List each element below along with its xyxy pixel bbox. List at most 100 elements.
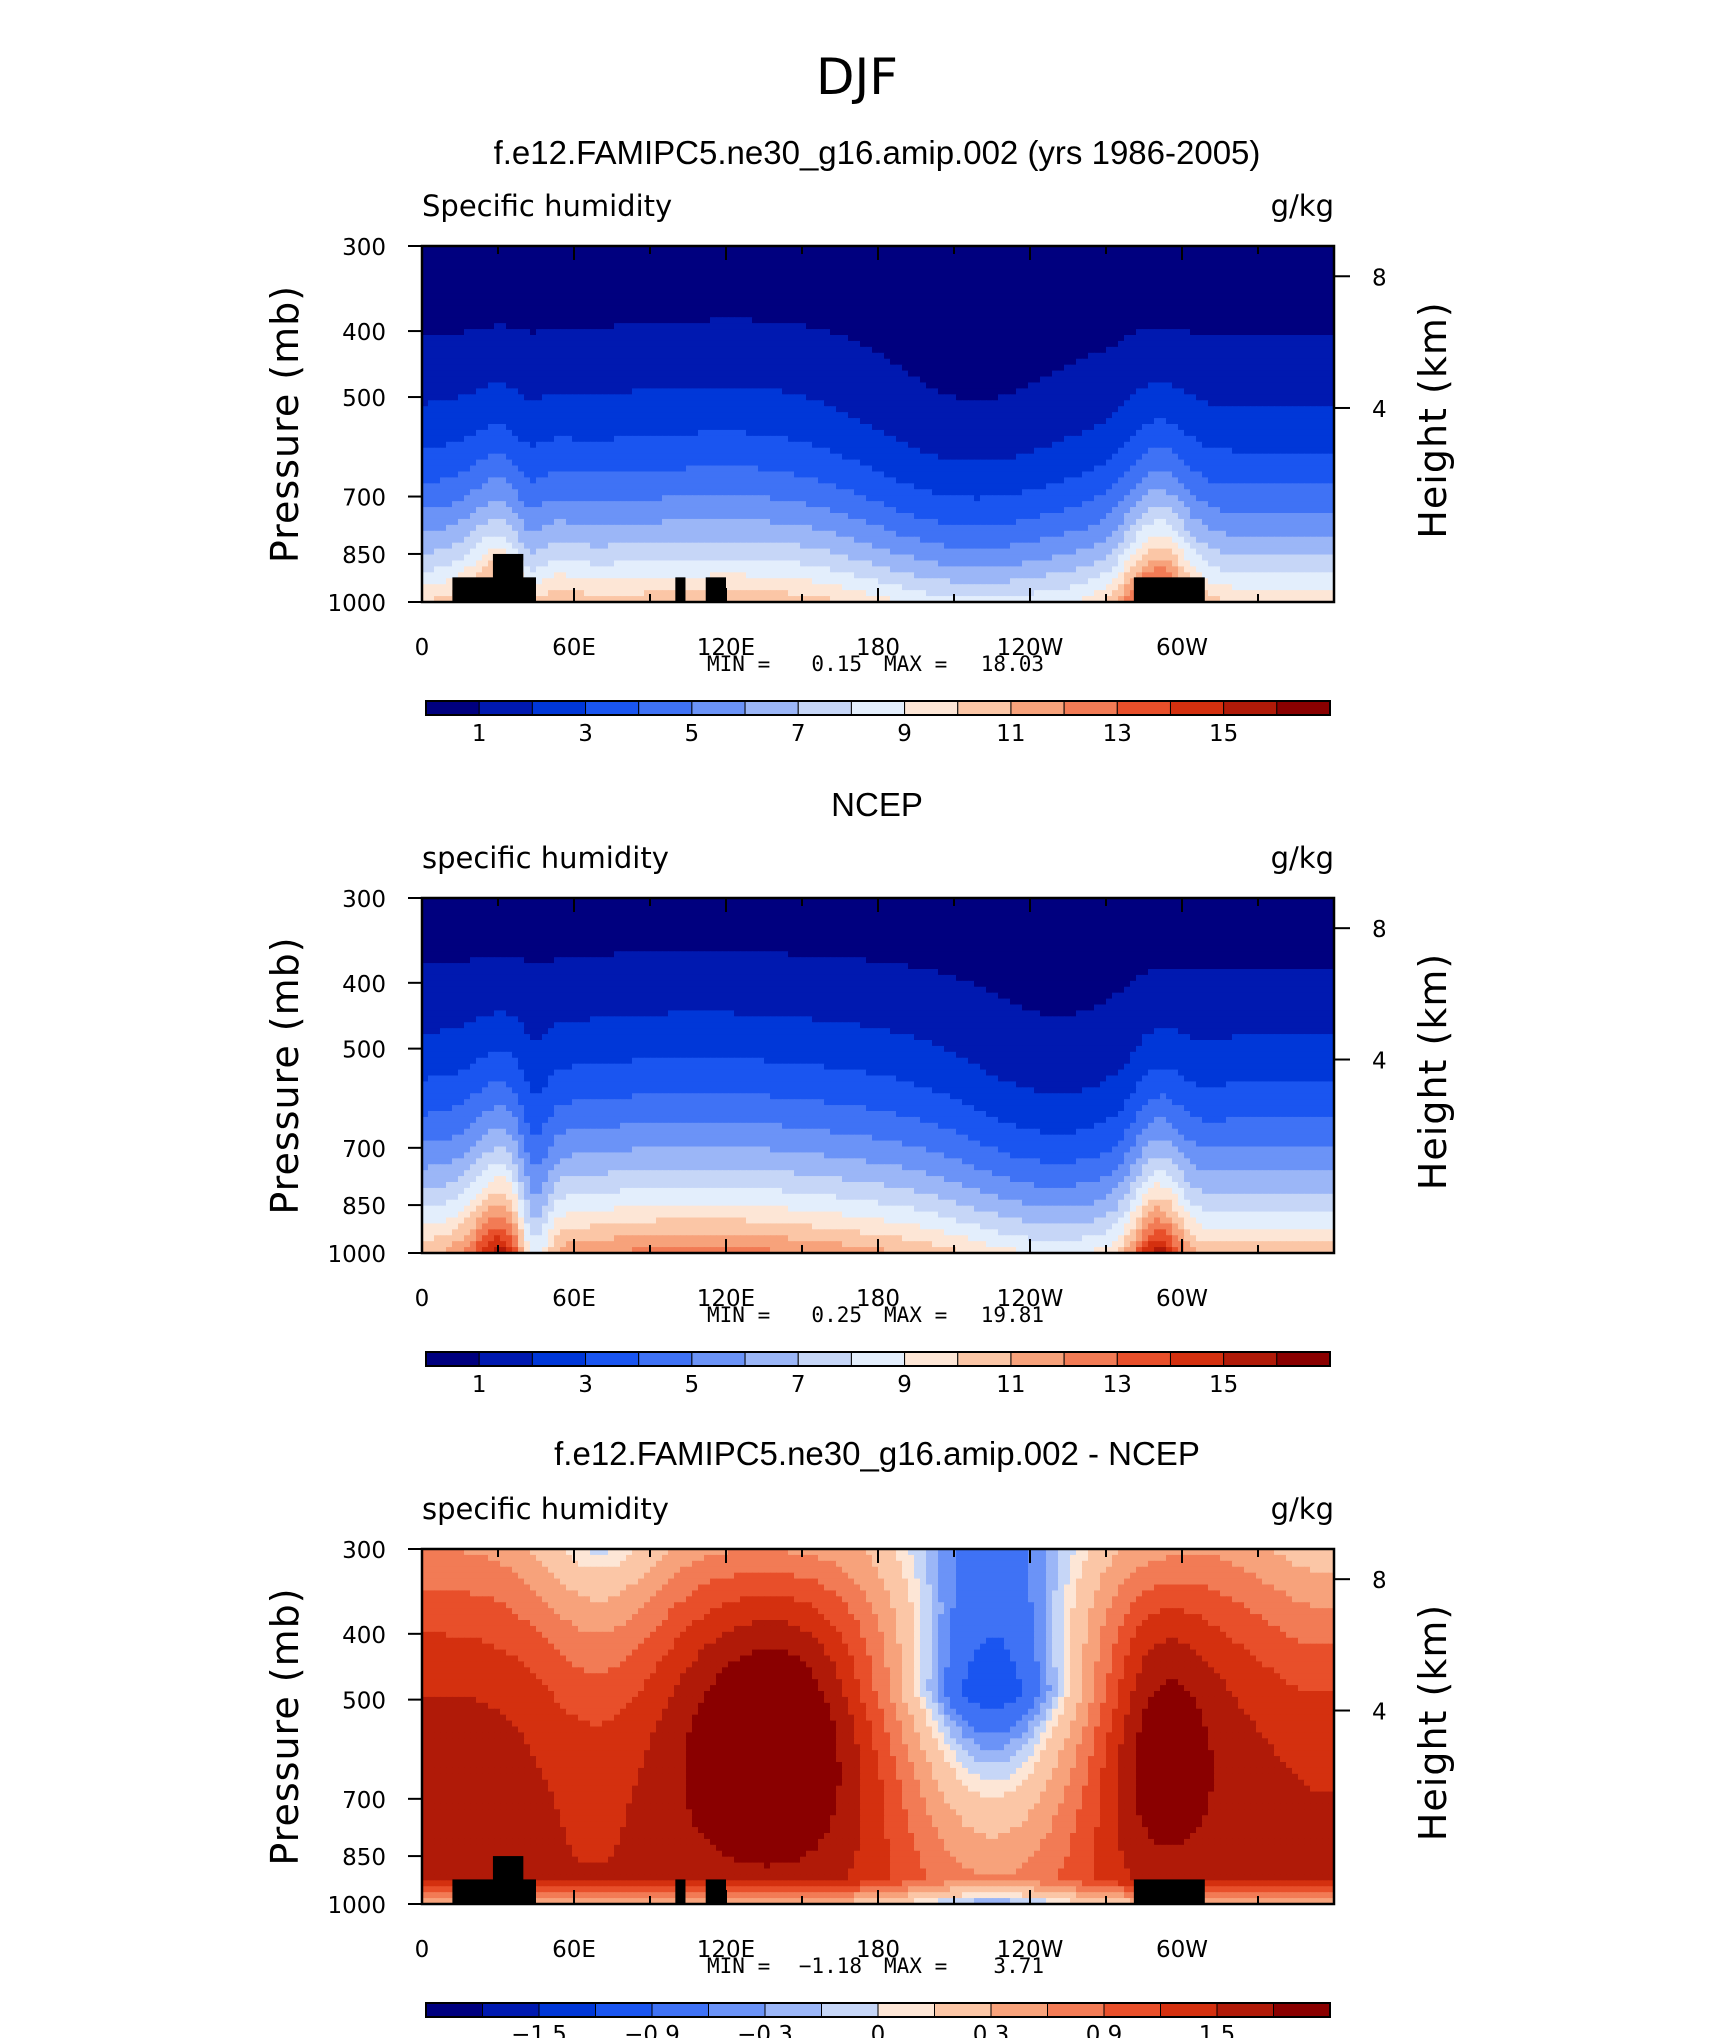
y-axis-label: Pressure (mb) xyxy=(263,1587,307,1865)
colorbar-label: 13 xyxy=(1103,1372,1132,1398)
y-tick-label: 850 xyxy=(342,543,386,569)
y-axis-right-label: Height (km) xyxy=(1411,1604,1455,1841)
colorbar-swatch xyxy=(479,701,532,715)
colorbar-swatch xyxy=(1117,1352,1170,1366)
colorbar-label: 11 xyxy=(996,1372,1025,1398)
colorbar-label: 7 xyxy=(791,721,806,747)
colorbar-swatch xyxy=(1170,701,1223,715)
colorbar-swatch xyxy=(1161,2003,1218,2017)
variable-label: specific humidity xyxy=(422,1492,669,1526)
colorbar-swatch xyxy=(745,701,798,715)
y-tick-label: 400 xyxy=(342,1623,386,1649)
contour-fill xyxy=(422,246,1335,603)
chart-panel-2: 0 60E 120E 180 120W 60W300400500700850100084N… xyxy=(263,786,1455,1398)
colorbar-label: 1 xyxy=(472,721,487,747)
x-tick-label: 0 xyxy=(415,635,430,661)
colorbar-label: 0 xyxy=(871,2022,886,2038)
topography-mask xyxy=(706,1879,726,1904)
stat-max-value: 19.81 xyxy=(981,1303,1044,1327)
colorbar-swatch xyxy=(851,701,904,715)
colorbar-swatch xyxy=(1104,2003,1161,2017)
y-tick-right-label: 8 xyxy=(1372,265,1387,291)
colorbar: 1 3 5 7 9 11 13 15 xyxy=(426,1352,1330,1398)
colorbar-label: 3 xyxy=(578,721,593,747)
y-tick-label: 300 xyxy=(342,1538,386,1564)
y-tick-label: 1000 xyxy=(327,1242,386,1268)
topography-mask xyxy=(1134,1879,1205,1904)
colorbar-swatch xyxy=(596,2003,653,2017)
colorbar-swatch xyxy=(639,1352,692,1366)
stat-max-value: 18.03 xyxy=(981,652,1044,676)
variable-label: specific humidity xyxy=(422,841,669,875)
stat-max-label: MAX = xyxy=(884,1303,947,1327)
colorbar-swatch xyxy=(639,701,692,715)
colorbar-label: 7 xyxy=(791,1372,806,1398)
colorbar-swatch xyxy=(483,2003,540,2017)
units-label: g/kg xyxy=(1271,841,1334,875)
colorbar-swatch xyxy=(958,1352,1011,1366)
y-tick-label: 500 xyxy=(342,1038,386,1064)
x-tick-label: 0 xyxy=(415,1286,430,1312)
x-tick-label: 60E xyxy=(552,1937,596,1963)
y-tick-right-label: 8 xyxy=(1372,1568,1387,1594)
colorbar-swatch xyxy=(798,701,851,715)
topography-mask xyxy=(518,577,536,602)
topography-mask xyxy=(518,1879,536,1904)
chart-panel-1: 0 60E 120E 180 120W 60W300400500700850100084f… xyxy=(263,134,1455,747)
colorbar: −1.5 −0.9 −0.3 0 0.3 0.9 1.5 xyxy=(426,2003,1330,2038)
y-tick-label: 850 xyxy=(342,1194,386,1220)
y-tick-label: 850 xyxy=(342,1845,386,1871)
y-tick-label: 700 xyxy=(342,486,386,512)
figure-title: DJF xyxy=(816,48,898,106)
colorbar-swatch xyxy=(1224,701,1277,715)
colorbar: 1 3 5 7 9 11 13 15 xyxy=(426,701,1330,747)
colorbar-swatch xyxy=(878,2003,935,2017)
colorbar-swatch xyxy=(765,2003,822,2017)
colorbar-swatch xyxy=(1064,1352,1117,1366)
x-tick-label: 60W xyxy=(1156,635,1208,661)
x-tick-label: 60W xyxy=(1156,1286,1208,1312)
colorbar-swatch xyxy=(1170,1352,1223,1366)
colorbar-label: 0.3 xyxy=(973,2022,1010,2038)
contour-fill xyxy=(422,898,1335,1254)
colorbar-swatch xyxy=(745,1352,798,1366)
colorbar-label: 1.5 xyxy=(1199,2022,1236,2038)
colorbar-label: 15 xyxy=(1209,721,1238,747)
colorbar-swatch xyxy=(426,701,479,715)
colorbar-label: 0.9 xyxy=(1086,2022,1123,2038)
stat-max-value: 3.71 xyxy=(993,1954,1044,1978)
stat-min-value: 0.25 xyxy=(811,1303,862,1327)
units-label: g/kg xyxy=(1271,189,1334,223)
y-tick-label: 700 xyxy=(342,1137,386,1163)
panel-title: f.e12.FAMIPC5.ne30_g16.amip.002 - NCEP xyxy=(554,1435,1200,1472)
x-tick-label: 60E xyxy=(552,635,596,661)
y-tick-label: 1000 xyxy=(327,1893,386,1919)
colorbar-label: 11 xyxy=(996,721,1025,747)
y-tick-label: 500 xyxy=(342,1689,386,1715)
panel-title: f.e12.FAMIPC5.ne30_g16.amip.002 (yrs 198… xyxy=(494,134,1261,171)
colorbar-label: 1 xyxy=(472,1372,487,1398)
stat-min-value: −1.18 xyxy=(799,1954,862,1978)
stat-min-value: 0.15 xyxy=(811,652,862,676)
colorbar-swatch xyxy=(851,1352,904,1366)
colorbar-swatch xyxy=(1274,2003,1331,2017)
colorbar-label: −0.9 xyxy=(624,2022,680,2038)
colorbar-swatch xyxy=(692,1352,745,1366)
stat-min-label: MIN = xyxy=(707,652,770,676)
y-tick-label: 700 xyxy=(342,1788,386,1814)
y-axis-label: Pressure (mb) xyxy=(263,285,307,563)
colorbar-swatch xyxy=(1011,1352,1064,1366)
colorbar-swatch xyxy=(1064,701,1117,715)
colorbar-swatch xyxy=(935,2003,992,2017)
colorbar-swatch xyxy=(692,701,745,715)
colorbar-swatch xyxy=(1217,2003,1274,2017)
y-tick-right-label: 4 xyxy=(1372,1049,1387,1075)
colorbar-swatch xyxy=(709,2003,766,2017)
colorbar-label: 9 xyxy=(897,721,912,747)
topography-mask xyxy=(706,577,726,602)
stat-min-label: MIN = xyxy=(707,1303,770,1327)
colorbar-swatch xyxy=(426,2003,483,2017)
y-tick-label: 1000 xyxy=(327,591,386,617)
colorbar-label: 9 xyxy=(897,1372,912,1398)
